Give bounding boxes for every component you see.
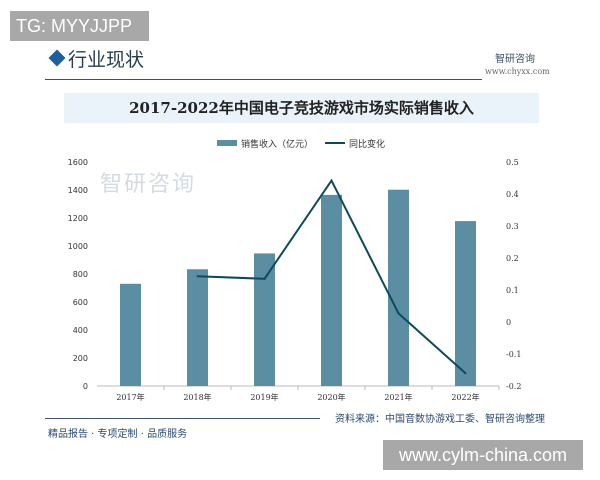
bar-2018年 bbox=[187, 269, 208, 386]
yoy-point bbox=[330, 179, 333, 182]
left-tick-label: 1200 bbox=[68, 214, 88, 223]
legend-bar-swatch bbox=[217, 140, 237, 146]
x-tick-label: 2017年 bbox=[116, 392, 144, 402]
right-tick-label: -0.2 bbox=[506, 382, 521, 391]
left-tick-label: 1600 bbox=[68, 158, 88, 167]
bar-2017年 bbox=[120, 283, 141, 386]
chart-title: 2017-2022年中国电子竞技游戏市场实际销售收入 bbox=[64, 93, 539, 123]
yoy-point bbox=[263, 277, 266, 280]
left-tick-label: 600 bbox=[73, 298, 88, 307]
right-tick-label: 0.5 bbox=[506, 158, 519, 167]
bar-2020年 bbox=[321, 194, 342, 386]
brand-logo: 智研咨询 bbox=[495, 54, 535, 65]
yoy-point bbox=[397, 312, 400, 315]
footer-divider bbox=[45, 418, 320, 419]
slogan: 精品报告 · 专项定制 · 品质服务 bbox=[48, 429, 188, 440]
yoy-point bbox=[196, 275, 199, 278]
bar-2021年 bbox=[388, 189, 409, 386]
right-tick-label: 0.2 bbox=[506, 254, 519, 263]
right-tick-label: 0.1 bbox=[506, 286, 519, 295]
x-tick-label: 2021年 bbox=[384, 392, 412, 402]
left-tick-label: 200 bbox=[73, 354, 88, 363]
x-tick-label: 2019年 bbox=[250, 392, 278, 402]
legend-line-label: 同比变化 bbox=[349, 138, 385, 150]
left-tick-label: 400 bbox=[73, 326, 88, 335]
header-divider bbox=[45, 79, 482, 80]
section-title: 行业现状 bbox=[68, 49, 145, 71]
x-tick-label: 2018年 bbox=[183, 392, 211, 402]
brand-url: www.chyxx.com bbox=[485, 67, 550, 76]
bar-2022年 bbox=[455, 221, 476, 386]
bar-2019年 bbox=[254, 253, 275, 386]
left-tick-label: 1400 bbox=[68, 186, 88, 195]
yoy-point bbox=[464, 372, 467, 375]
left-tick-label: 0 bbox=[83, 382, 88, 391]
x-tick-label: 2020年 bbox=[317, 392, 345, 402]
left-tick-label: 800 bbox=[73, 270, 88, 279]
x-tick-label: 2022年 bbox=[451, 392, 479, 402]
right-tick-label: -0.1 bbox=[506, 350, 521, 359]
overlay-tag: TG: MYYJJPP bbox=[10, 11, 149, 41]
right-tick-label: 0.3 bbox=[506, 222, 519, 231]
legend-bar-label: 销售收入（亿元） bbox=[241, 138, 313, 150]
overlay-url: www.cylm-china.com bbox=[383, 440, 583, 470]
watermark: 智研咨询 bbox=[100, 172, 197, 197]
source-note: 资料来源：中国音数协游戏工委、智研咨询整理 bbox=[335, 414, 545, 425]
right-tick-label: 0.4 bbox=[506, 190, 519, 199]
left-tick-label: 1000 bbox=[68, 242, 88, 251]
right-tick-label: 0 bbox=[506, 318, 511, 327]
